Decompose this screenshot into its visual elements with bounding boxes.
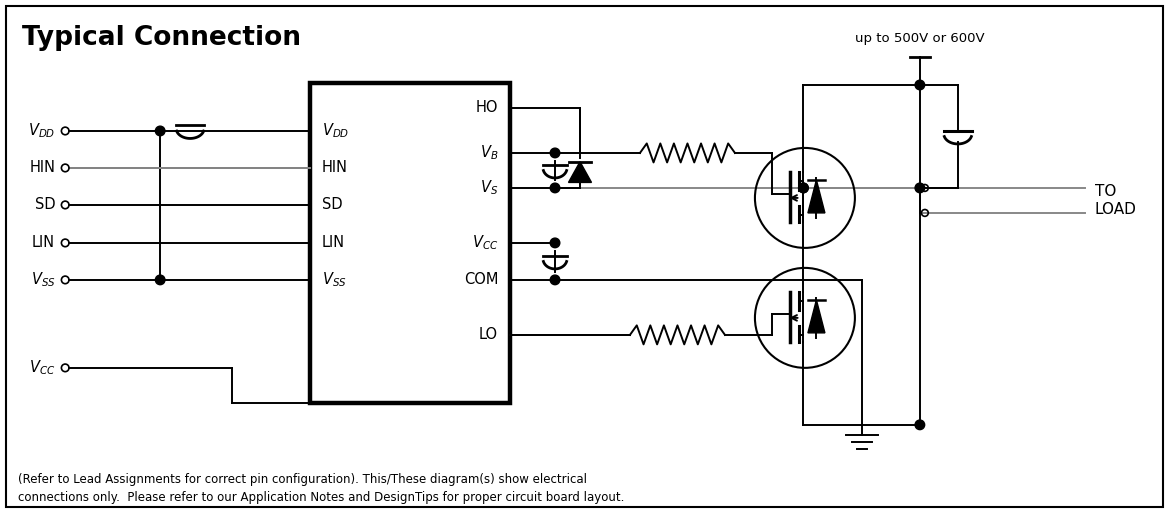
Circle shape (155, 275, 165, 285)
Text: $V_{DD}$: $V_{DD}$ (28, 122, 55, 140)
Text: up to 500V or 600V: up to 500V or 600V (855, 32, 984, 45)
Polygon shape (808, 180, 825, 213)
Text: $V_{SS}$: $V_{SS}$ (30, 270, 55, 289)
Circle shape (915, 183, 925, 193)
Circle shape (155, 126, 165, 136)
Polygon shape (808, 300, 825, 333)
Circle shape (798, 183, 808, 193)
Circle shape (551, 148, 560, 157)
Polygon shape (568, 162, 592, 183)
Circle shape (915, 80, 925, 90)
Text: HIN: HIN (29, 161, 55, 175)
Text: $V_{DD}$: $V_{DD}$ (323, 122, 350, 140)
Text: SD: SD (323, 198, 343, 212)
Circle shape (915, 420, 925, 429)
Text: HIN: HIN (323, 161, 348, 175)
Circle shape (551, 183, 560, 193)
Bar (310, 83, 510, 403)
Text: LO: LO (479, 327, 498, 342)
Circle shape (551, 238, 560, 248)
Text: $V_B$: $V_B$ (479, 144, 498, 162)
Text: TO
LOAD: TO LOAD (1095, 184, 1136, 216)
Text: HO: HO (476, 101, 498, 115)
Circle shape (551, 275, 560, 285)
Text: $V_{CC}$: $V_{CC}$ (29, 359, 55, 377)
Text: Typical Connection: Typical Connection (22, 25, 302, 51)
Text: (Refer to Lead Assignments for correct pin configuration). This/These diagram(s): (Refer to Lead Assignments for correct p… (19, 473, 624, 504)
Text: LIN: LIN (32, 235, 55, 250)
Text: $V_{SS}$: $V_{SS}$ (323, 270, 347, 289)
Circle shape (798, 183, 808, 193)
Text: SD: SD (35, 198, 55, 212)
Text: $V_S$: $V_S$ (479, 179, 498, 198)
Text: COM: COM (464, 272, 498, 287)
Text: $V_{CC}$: $V_{CC}$ (472, 233, 498, 252)
Text: LIN: LIN (323, 235, 345, 250)
